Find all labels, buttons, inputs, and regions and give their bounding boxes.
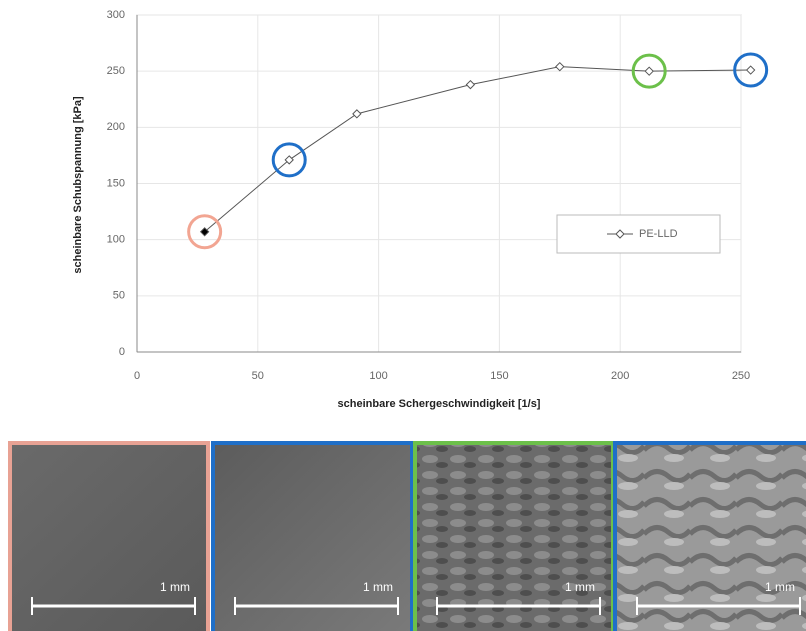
x-tick-label: 250	[732, 370, 750, 382]
micrograph	[10, 443, 208, 631]
x-tick-label: 150	[490, 370, 508, 382]
image-strip: 1 mm 1 mm 1 mm 1 mm	[0, 436, 806, 631]
y-tick-label: 100	[107, 234, 125, 246]
x-tick-label: 100	[369, 370, 387, 382]
x-tick-label: 50	[252, 370, 264, 382]
page: scheinbare Schergeschwindigkeit [1/s] sc…	[0, 0, 806, 631]
micrograph	[213, 443, 412, 631]
micrograph	[415, 443, 613, 631]
marker	[747, 66, 755, 74]
scale-label: 1 mm	[160, 580, 190, 594]
y-tick-label: 300	[107, 9, 125, 21]
micrograph	[615, 443, 806, 631]
scale-label: 1 mm	[565, 580, 595, 594]
x-tick-label: 200	[611, 370, 629, 382]
y-tick-label: 200	[107, 121, 125, 133]
scale-label: 1 mm	[363, 580, 393, 594]
y-tick-label: 150	[107, 177, 125, 189]
y-tick-label: 0	[119, 346, 125, 358]
scale-label: 1 mm	[765, 580, 795, 594]
y-tick-label: 250	[107, 65, 125, 77]
y-tick-label: 50	[113, 290, 125, 302]
y-axis-title: scheinbare Schubspannung [kPa]	[72, 96, 84, 274]
x-axis-title: scheinbare Schergeschwindigkeit [1/s]	[338, 398, 541, 410]
x-tick-label: 0	[134, 370, 140, 382]
legend-label: PE-LLD	[639, 228, 678, 240]
chart: scheinbare Schergeschwindigkeit [1/s] sc…	[0, 0, 806, 420]
